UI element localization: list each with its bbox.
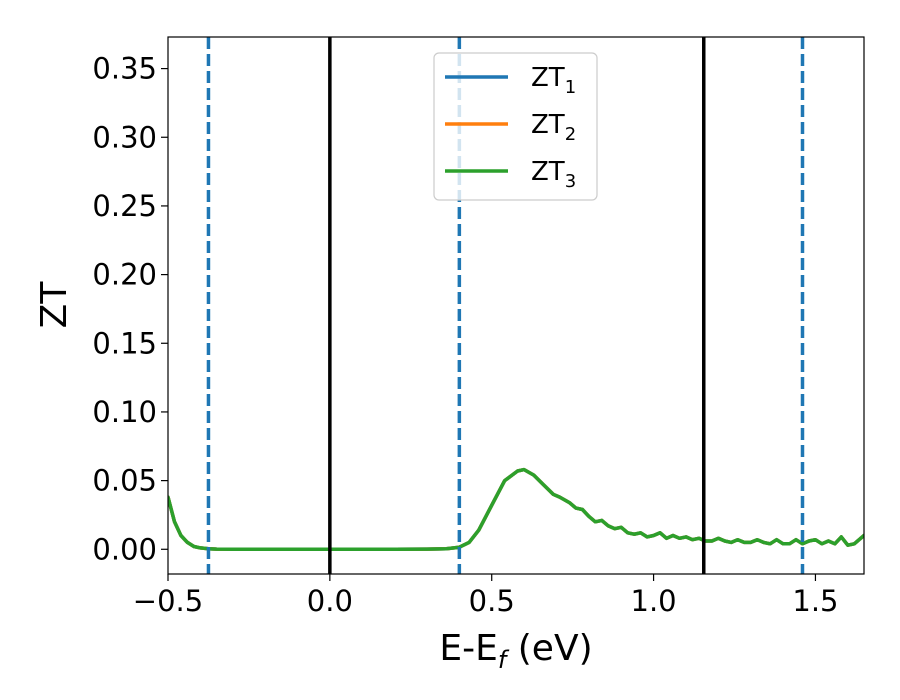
- series-line-zt3: [168, 467, 864, 552]
- x-tick-label: 0.5: [469, 584, 515, 618]
- y-tick-label: 0.10: [92, 395, 157, 429]
- legend: ZT1 ZT2 ZT3: [433, 52, 598, 201]
- x-tick-label: 0.0: [307, 584, 353, 618]
- y-axis-label: ZT: [34, 281, 75, 329]
- y-tick-label: 0.30: [92, 120, 157, 154]
- legend-box: [433, 52, 598, 201]
- x-axis-label: E-Ef (eV): [439, 628, 592, 674]
- y-tick-label: 0.35: [92, 52, 157, 86]
- x-axis-label-unit: (eV): [506, 628, 592, 669]
- x-tick-label: 1.0: [631, 584, 677, 618]
- x-axis-label-base: E-E: [439, 628, 497, 669]
- axes-frame: [167, 36, 865, 575]
- y-tick-label: 0.00: [92, 532, 157, 566]
- axes: −0.5 0.0 0.5 1.0 1.5 0.00 0.05 0.10 0.15 0.20 0.25…: [92, 36, 865, 618]
- x-tick-label: −0.5: [133, 584, 203, 618]
- legend-label-zt3: ZT3: [531, 157, 576, 192]
- y-tick-label: 0.15: [92, 326, 157, 360]
- y-tick-label: 0.25: [92, 189, 157, 223]
- y-tick-label: 0.05: [92, 464, 157, 498]
- y-tick-label: 0.20: [92, 258, 157, 292]
- x-tick-label: 1.5: [792, 584, 838, 618]
- legend-label-zt1: ZT1: [531, 63, 576, 98]
- legend-label-zt2: ZT2: [531, 110, 576, 145]
